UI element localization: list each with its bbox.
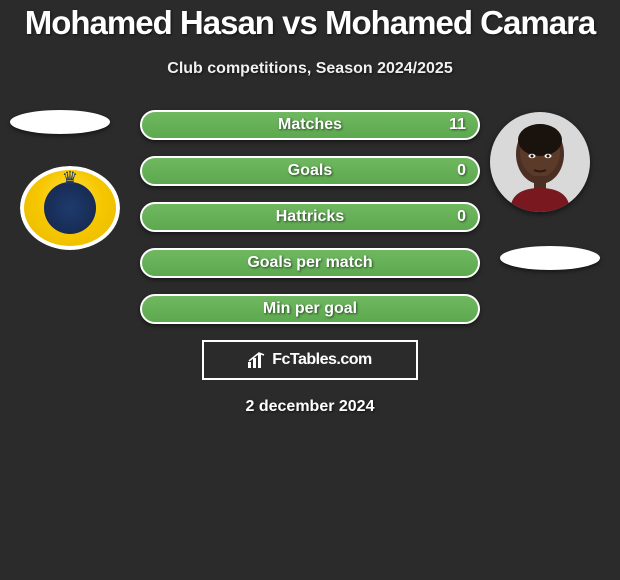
branding-text: FcTables.com (272, 351, 372, 369)
stat-pill-goals: Goals 0 (140, 156, 480, 186)
stat-label: Matches (142, 112, 478, 138)
stat-pill-matches: Matches 11 (140, 110, 480, 140)
stat-pill-mpg: Min per goal (140, 294, 480, 324)
stat-label: Min per goal (142, 296, 478, 322)
stat-pill-hattricks: Hattricks 0 (140, 202, 480, 232)
branding-box: FcTables.com (202, 340, 418, 380)
page-title: Mohamed Hasan vs Mohamed Camara (0, 0, 620, 42)
stat-value: 0 (457, 204, 466, 230)
date-text: 2 december 2024 (0, 398, 620, 416)
stat-row: Matches 11 (0, 110, 620, 140)
stat-value: 11 (449, 112, 466, 138)
stat-label: Goals per match (142, 250, 478, 276)
stat-value: 0 (457, 158, 466, 184)
stat-label: Hattricks (142, 204, 478, 230)
stat-row: Min per goal (0, 294, 620, 324)
stat-row: Hattricks 0 (0, 202, 620, 232)
stat-label: Goals (142, 158, 478, 184)
stats-area: ♛ Matches 11 Goals 0 (0, 110, 620, 324)
stat-row: Goals per match (0, 248, 620, 278)
stat-pill-gpm: Goals per match (140, 248, 480, 278)
stat-row: Goals 0 (0, 156, 620, 186)
bar-chart-icon (248, 352, 268, 368)
subtitle: Club competitions, Season 2024/2025 (0, 60, 620, 78)
